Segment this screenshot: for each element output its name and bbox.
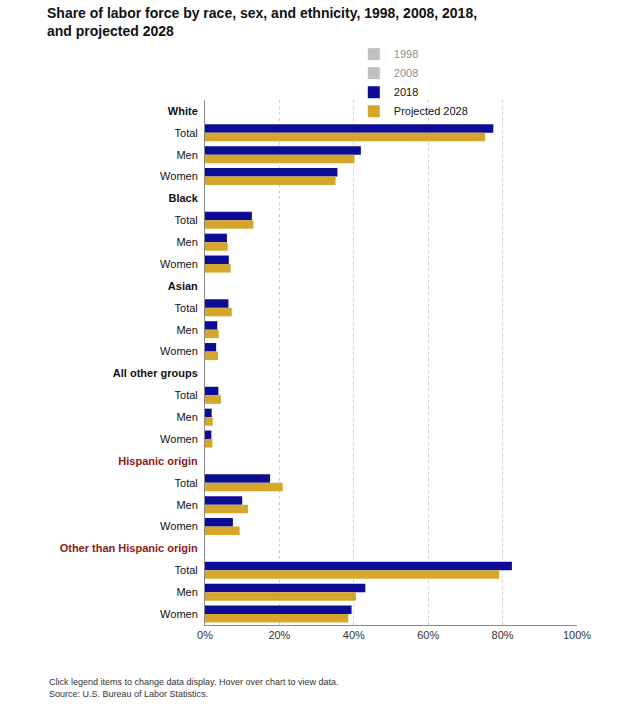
svg-text:Women: Women xyxy=(160,433,198,445)
svg-text:0%: 0% xyxy=(197,629,213,641)
svg-text:100%: 100% xyxy=(563,629,591,641)
svg-text:Click legend items to change d: Click legend items to change data displa… xyxy=(49,677,338,687)
svg-text:Total: Total xyxy=(175,127,198,139)
svg-text:Black: Black xyxy=(168,192,198,204)
svg-text:Men: Men xyxy=(176,236,197,248)
svg-text:Share of labor force by race,: Share of labor force by race, sex, and e… xyxy=(47,5,477,39)
svg-text:80%: 80% xyxy=(492,629,514,641)
svg-text:Men: Men xyxy=(176,586,197,598)
svg-text:Total: Total xyxy=(175,302,198,314)
svg-text:20%: 20% xyxy=(268,629,290,641)
svg-text:White: White xyxy=(168,105,198,117)
svg-text:Total: Total xyxy=(175,214,198,226)
svg-text:40%: 40% xyxy=(343,629,365,641)
svg-text:Hispanic origin: Hispanic origin xyxy=(118,455,198,467)
svg-text:Women: Women xyxy=(160,170,198,182)
svg-text:Men: Men xyxy=(176,499,197,511)
svg-text:Women: Women xyxy=(160,608,198,620)
svg-text:60%: 60% xyxy=(417,629,439,641)
svg-text:2008: 2008 xyxy=(394,67,418,79)
svg-text:Source: U.S. Bureau of Labor S: Source: U.S. Bureau of Labor Statistics. xyxy=(49,689,208,699)
svg-text:Men: Men xyxy=(176,411,197,423)
svg-text:Asian: Asian xyxy=(168,280,198,292)
svg-text:Women: Women xyxy=(160,258,198,270)
svg-text:Women: Women xyxy=(160,520,198,532)
svg-text:Men: Men xyxy=(176,324,197,336)
svg-text:2018: 2018 xyxy=(394,86,418,98)
svg-text:Total: Total xyxy=(175,477,198,489)
svg-text:Total: Total xyxy=(175,564,198,576)
svg-text:Projected 2028: Projected 2028 xyxy=(394,105,468,117)
svg-text:Men: Men xyxy=(176,149,197,161)
svg-text:All other groups: All other groups xyxy=(113,367,198,379)
svg-text:Women: Women xyxy=(160,345,198,357)
svg-text:1998: 1998 xyxy=(394,48,418,60)
svg-text:Total: Total xyxy=(175,389,198,401)
svg-text:Other than Hispanic origin: Other than Hispanic origin xyxy=(60,542,198,554)
